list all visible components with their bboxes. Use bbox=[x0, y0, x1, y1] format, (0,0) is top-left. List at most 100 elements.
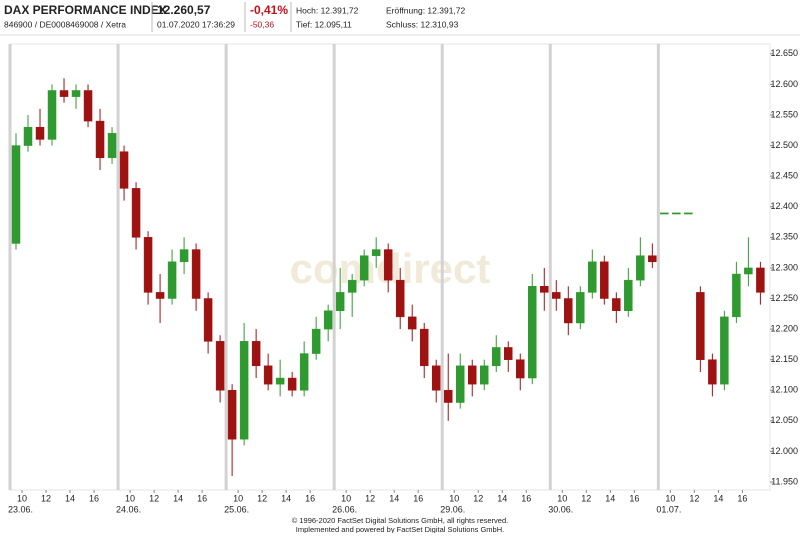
change-pct: -0,41% bbox=[250, 3, 288, 17]
close: Schluss: 12.310,93 bbox=[386, 19, 459, 29]
candle-body bbox=[23, 126, 33, 146]
index-title: DAX PERFORMANCE INDEX bbox=[4, 3, 167, 17]
candle-body bbox=[299, 353, 309, 391]
y-tick-label: 12.350 bbox=[770, 232, 798, 242]
x-tick-label: 14 bbox=[389, 493, 399, 503]
low: Tief: 12.095,11 bbox=[296, 19, 352, 29]
candle-body bbox=[443, 390, 453, 403]
x-tick-label: 14 bbox=[173, 493, 183, 503]
x-tick-label: 10 bbox=[557, 493, 567, 503]
candle-body bbox=[467, 365, 477, 385]
candle-body bbox=[612, 298, 621, 311]
candle-body bbox=[239, 341, 249, 440]
candle-body bbox=[179, 249, 189, 263]
candle-body bbox=[59, 90, 69, 97]
timestamp: 01.07.2020 17:36:29 bbox=[157, 19, 235, 29]
candle-body bbox=[155, 292, 165, 299]
candle-body bbox=[347, 279, 357, 293]
candle-body bbox=[492, 347, 501, 367]
candle-body bbox=[95, 120, 105, 159]
candle-body bbox=[660, 212, 669, 215]
x-tick-label: 16 bbox=[197, 493, 207, 503]
price: 12.260,57 bbox=[157, 3, 211, 17]
x-tick-label: 16 bbox=[305, 493, 315, 503]
candle-body bbox=[624, 279, 633, 311]
date-label: 29.06. bbox=[440, 504, 465, 514]
x-tick-label: 12 bbox=[257, 493, 267, 503]
candle-body bbox=[455, 365, 465, 403]
x-tick-label: 10 bbox=[125, 493, 135, 503]
date-label: 25.06. bbox=[224, 504, 249, 514]
candle-body bbox=[119, 151, 129, 189]
x-tick-label: 12 bbox=[689, 493, 699, 503]
x-tick-label: 16 bbox=[89, 493, 99, 503]
candle-body bbox=[504, 347, 513, 360]
high: Hoch: 12.391,72 bbox=[296, 5, 359, 15]
candle-body bbox=[528, 286, 537, 379]
candle-body bbox=[335, 292, 345, 311]
y-tick-label: 12.600 bbox=[770, 79, 798, 89]
x-tick-label: 14 bbox=[497, 493, 507, 503]
x-tick-label: 12 bbox=[581, 493, 591, 503]
x-tick-label: 12 bbox=[149, 493, 159, 503]
candle-body bbox=[191, 249, 201, 299]
candle-body bbox=[395, 279, 405, 318]
x-tick-label: 14 bbox=[281, 493, 291, 503]
x-tick-label: 16 bbox=[629, 493, 639, 503]
candle-body bbox=[672, 212, 681, 215]
candle-body bbox=[720, 316, 729, 385]
candle-body bbox=[167, 261, 177, 299]
candle-body bbox=[756, 267, 765, 293]
candle-body bbox=[35, 126, 45, 140]
candle-body bbox=[696, 292, 705, 360]
candle-body bbox=[479, 365, 489, 385]
candle-body bbox=[131, 188, 141, 238]
y-tick-label: 12.300 bbox=[770, 262, 798, 272]
y-tick-label: 12.500 bbox=[770, 140, 798, 150]
x-tick-label: 16 bbox=[521, 493, 531, 503]
x-tick-label: 14 bbox=[713, 493, 723, 503]
candle-body bbox=[540, 286, 549, 293]
date-label: 26.06. bbox=[332, 504, 357, 514]
candle-body bbox=[11, 145, 21, 244]
x-tick-label: 16 bbox=[737, 493, 747, 503]
candle-body bbox=[251, 341, 261, 367]
candle-body bbox=[431, 365, 441, 391]
date-label: 01.07. bbox=[656, 504, 681, 514]
date-label: 24.06. bbox=[116, 504, 141, 514]
candle-body bbox=[588, 261, 597, 293]
candle-body bbox=[516, 359, 525, 379]
x-tick-label: 10 bbox=[341, 493, 351, 503]
y-tick-label: 12.450 bbox=[770, 171, 798, 181]
copyright: © 1996-2020 FactSet Digital Solutions Gm… bbox=[292, 516, 508, 525]
candle-body bbox=[744, 267, 753, 275]
x-tick-label: 16 bbox=[413, 493, 423, 503]
x-tick-label: 12 bbox=[41, 493, 51, 503]
change-abs: -50,36 bbox=[250, 19, 274, 29]
candle-body bbox=[552, 292, 561, 299]
candle-body bbox=[143, 237, 153, 293]
index-id: 846900 / DE0008469008 / Xetra bbox=[4, 19, 126, 29]
x-tick-label: 12 bbox=[473, 493, 483, 503]
y-tick-label: 11.950 bbox=[771, 476, 798, 486]
x-tick-label: 10 bbox=[233, 493, 243, 503]
x-tick-label: 10 bbox=[449, 493, 459, 503]
candle-body bbox=[564, 298, 573, 324]
candle-body bbox=[287, 377, 297, 391]
x-tick-label: 10 bbox=[17, 493, 27, 503]
date-label: 23.06. bbox=[8, 504, 33, 514]
open: Eröffnung: 12.391,72 bbox=[386, 5, 466, 15]
candle-body bbox=[407, 316, 417, 330]
candle-body bbox=[107, 133, 117, 159]
y-tick-label: 12.650 bbox=[770, 48, 798, 58]
candle-body bbox=[684, 212, 693, 215]
y-tick-label: 12.050 bbox=[770, 415, 798, 425]
candle-body bbox=[371, 249, 381, 256]
x-tick-label: 10 bbox=[665, 493, 675, 503]
copyright: Implemented and powered by FactSet Digit… bbox=[296, 525, 504, 533]
candle-body bbox=[576, 292, 585, 324]
candle-body bbox=[323, 310, 333, 330]
candle-body bbox=[636, 255, 645, 281]
candle-body bbox=[648, 255, 657, 263]
